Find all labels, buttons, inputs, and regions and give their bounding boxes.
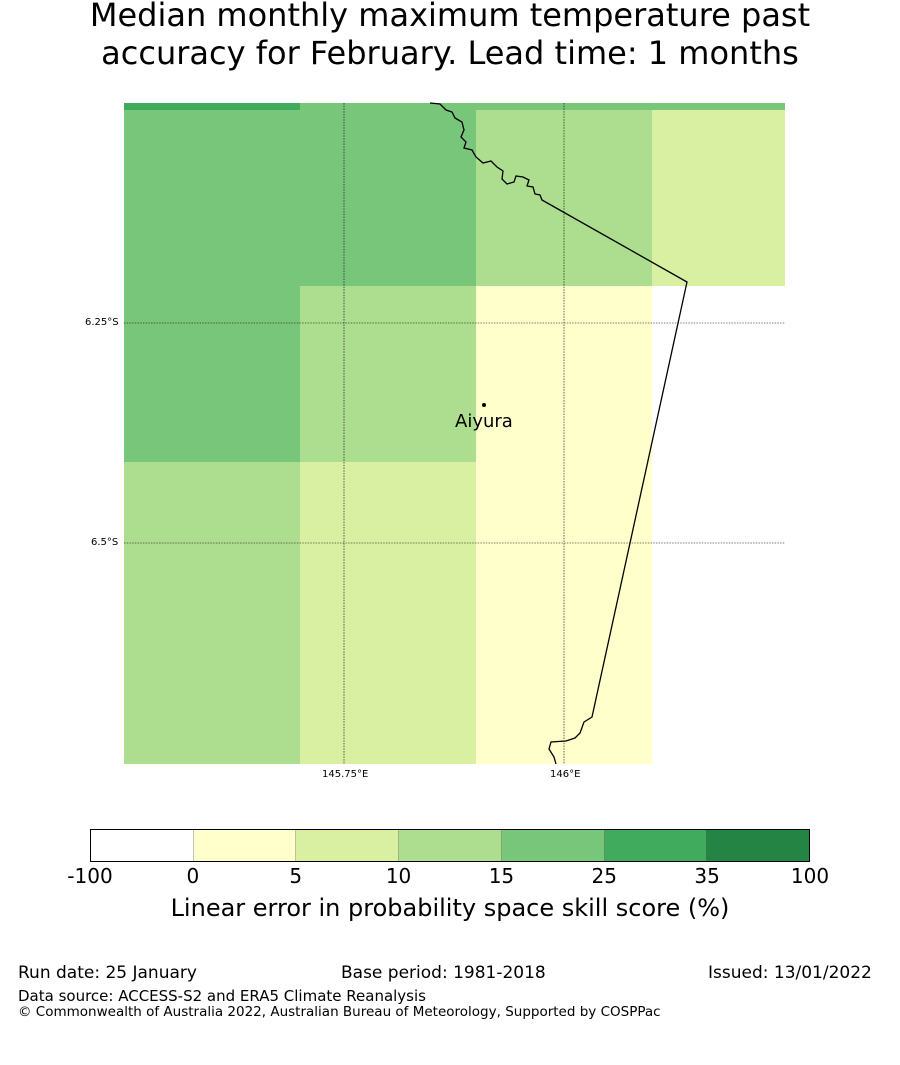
colorbar-segment-6: [707, 830, 810, 861]
lat-label-6-5: 6.5°S: [91, 537, 119, 548]
skill-map: [124, 102, 785, 765]
map-title-line-2: accuracy for February. Lead time: 1 mont…: [101, 34, 799, 72]
coastline: [429, 102, 688, 765]
grid-cell-13: [300, 462, 476, 764]
colorbar-tick-label: 100: [790, 864, 830, 888]
grid-cell-9: [300, 286, 476, 462]
run-date: Run date: 25 January: [18, 963, 197, 983]
grid-cell-7: [652, 110, 785, 286]
colorbar-segment-5: [604, 830, 708, 861]
skill-grid-cells: [124, 103, 785, 764]
colorbar-tick-label: 35: [694, 864, 720, 888]
colorbar-tick-label: -100: [67, 864, 113, 888]
grid-cell-8: [124, 286, 300, 462]
lon-label-145-75: 145.75°E: [322, 769, 369, 780]
grid-cell-4: [124, 110, 300, 286]
colorbar-tick-label: 10: [385, 864, 412, 888]
grid-cell-0: [124, 103, 300, 110]
colorbar-segment-3: [399, 830, 502, 861]
colorbar-label: Linear error in probability space skill …: [170, 894, 730, 922]
place-label-aiyura: Aiyura: [455, 411, 513, 432]
colorbar-segment-2: [296, 830, 400, 861]
base-period: Base period: 1981-2018: [341, 963, 546, 983]
colorbar-segment-0: [91, 830, 194, 861]
copyright: © Commonwealth of Australia 2022, Austra…: [18, 1004, 661, 1020]
data-source: Data source: ACCESS-S2 and ERA5 Climate …: [18, 987, 426, 1005]
colorbar-segment-1: [193, 830, 297, 861]
grid-cell-3: [652, 103, 785, 110]
issued-date: Issued: 13/01/2022: [708, 963, 872, 983]
grid-cell-11: [652, 286, 785, 462]
graticule: [124, 103, 785, 764]
grid-cell-12: [124, 462, 300, 764]
map-title-line-1: Median monthly maximum temperature past: [89, 0, 811, 34]
grid-cell-1: [300, 103, 476, 110]
aiyura-marker: [482, 403, 486, 407]
lon-label-146: 146°E: [550, 769, 581, 780]
colorbar-tick-label: 15: [488, 864, 515, 888]
colorbar: [90, 829, 810, 862]
lat-label-6-25: 6.25°S: [85, 317, 119, 328]
grid-cell-5: [300, 110, 476, 286]
colorbar-tick-label: 5: [289, 864, 303, 888]
colorbar-segment-4: [501, 830, 605, 861]
colorbar-tick-label: 0: [186, 864, 200, 888]
colorbar-tick-label: 25: [591, 864, 618, 888]
